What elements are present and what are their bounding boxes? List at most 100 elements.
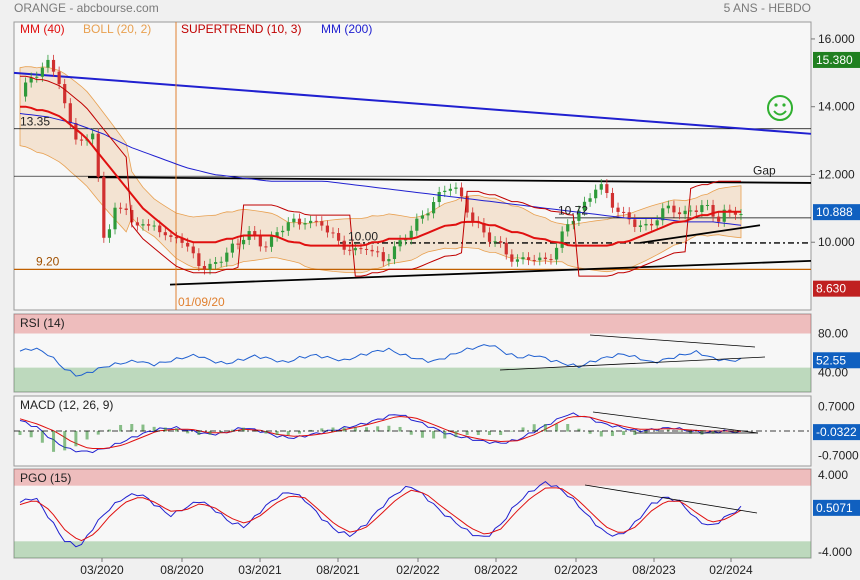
macd-histogram-bar: [599, 431, 603, 437]
rsi-y-tick-label: 40.00: [818, 366, 848, 380]
candle-body: [68, 103, 72, 124]
macd-histogram-bar: [510, 430, 514, 432]
macd-histogram-bar: [499, 431, 503, 435]
macd-histogram-bar: [420, 431, 424, 438]
pgo-title: PGO (15): [20, 471, 71, 485]
candle-body: [594, 189, 598, 199]
macd-histogram-bar: [163, 427, 167, 432]
short-support-line: [639, 224, 761, 244]
candle-body: [437, 191, 441, 203]
pgo-series-line-1: [19, 487, 742, 542]
candle-body: [353, 248, 357, 251]
macd-histogram-bar: [655, 430, 659, 432]
candle-body: [107, 229, 112, 238]
support-line: [169, 259, 812, 286]
candle-body: [622, 211, 626, 213]
candle-body: [275, 232, 279, 237]
candle-body: [57, 71, 61, 85]
macd-panel: MACD (12, 26, 9): [14, 398, 811, 454]
annotation-10-00: 10.00: [348, 230, 378, 244]
pgo-trend-line: [584, 484, 758, 514]
last-price-value-box: [813, 204, 860, 221]
candle-body: [689, 210, 693, 212]
bollinger-band: [19, 66, 742, 274]
candle-body: [336, 233, 341, 241]
x-tick-label: 02/2023: [554, 563, 598, 577]
pgo-panel: PGO (15): [14, 469, 811, 558]
macd-histogram-bar: [532, 424, 536, 432]
candle-body: [236, 243, 240, 245]
candle-body: [521, 257, 525, 260]
rsi-panel: RSI (14): [14, 314, 811, 392]
macd-title: MACD (12, 26, 9): [20, 398, 113, 412]
macd-histogram-bar: [63, 431, 67, 451]
macd-histogram-bar: [387, 425, 391, 432]
macd-histogram-bar: [96, 431, 100, 435]
macd-histogram-bar: [733, 431, 737, 433]
macd-histogram-bar: [208, 431, 212, 435]
candle-body: [74, 123, 78, 140]
long-trend-line: [13, 71, 812, 135]
candle-body: [370, 249, 374, 252]
candle-body: [599, 184, 603, 190]
pgo-panel-frame: [13, 468, 812, 559]
x-tick-label: 08/2022: [474, 563, 518, 577]
candle-body: [174, 236, 179, 239]
mm200-line: [19, 113, 742, 226]
candle-body: [510, 254, 514, 262]
macd-series-line-0: [19, 412, 742, 454]
resistance-line: [87, 176, 812, 184]
candle-body: [638, 225, 642, 227]
candle-body: [331, 232, 335, 234]
candle-body: [51, 59, 56, 72]
candle-body: [683, 210, 687, 215]
candle-body: [29, 77, 33, 83]
macd-histogram-bar: [174, 428, 178, 432]
rsi-series-line-0: [19, 344, 742, 377]
candle-body: [661, 208, 665, 221]
candle-body: [191, 246, 195, 254]
candle-body: [465, 196, 469, 213]
pgo-y-tick-label: -4.000: [818, 545, 852, 559]
x-tick-label: 08/2021: [316, 563, 360, 577]
candle-body: [264, 246, 268, 248]
candle-body: [454, 187, 458, 189]
macd-histogram-bar: [119, 424, 123, 432]
candle-body: [577, 210, 581, 221]
macd-histogram-bar: [476, 431, 480, 435]
macd-histogram-bar: [197, 431, 201, 435]
main-panel-frame: [13, 21, 812, 311]
supertrend-line: [20, 75, 741, 277]
pgo-last-value: 0.5071: [816, 501, 853, 515]
candle-body: [158, 225, 162, 233]
macd-histogram-bar: [52, 431, 56, 452]
smiley-face-icon: [767, 95, 793, 121]
candle-body: [286, 222, 290, 231]
candle-body: [281, 230, 285, 233]
smiley-eye-icon: [782, 103, 786, 107]
macd-last-value-box: [813, 424, 860, 441]
candle-body: [404, 239, 408, 241]
candle-body: [320, 221, 324, 226]
rsi-last-value: 52.55: [816, 353, 846, 367]
candle-body: [700, 205, 704, 212]
rsi-y-tick-label: 80.00: [818, 327, 848, 341]
legend-item-0: MM (40): [20, 22, 65, 36]
candle-body: [694, 210, 698, 212]
candle-body: [124, 208, 128, 210]
candle-body: [40, 67, 44, 77]
y-tick-label: 12.000: [818, 167, 855, 181]
candle-body: [409, 230, 413, 240]
candle-body: [582, 201, 587, 211]
candle-body: [610, 192, 615, 208]
macd-histogram-bar: [297, 431, 301, 434]
candle-body: [214, 262, 218, 264]
macd-histogram-bar: [331, 427, 335, 432]
candle-body: [649, 223, 654, 226]
candle-body: [415, 218, 419, 231]
x-tick-label: 08/2023: [632, 563, 676, 577]
chart-source-label: ORANGE - abcbourse.com: [14, 1, 159, 15]
macd-histogram-bar: [577, 428, 581, 432]
macd-histogram-bar: [107, 429, 111, 432]
candle-body: [443, 190, 447, 192]
